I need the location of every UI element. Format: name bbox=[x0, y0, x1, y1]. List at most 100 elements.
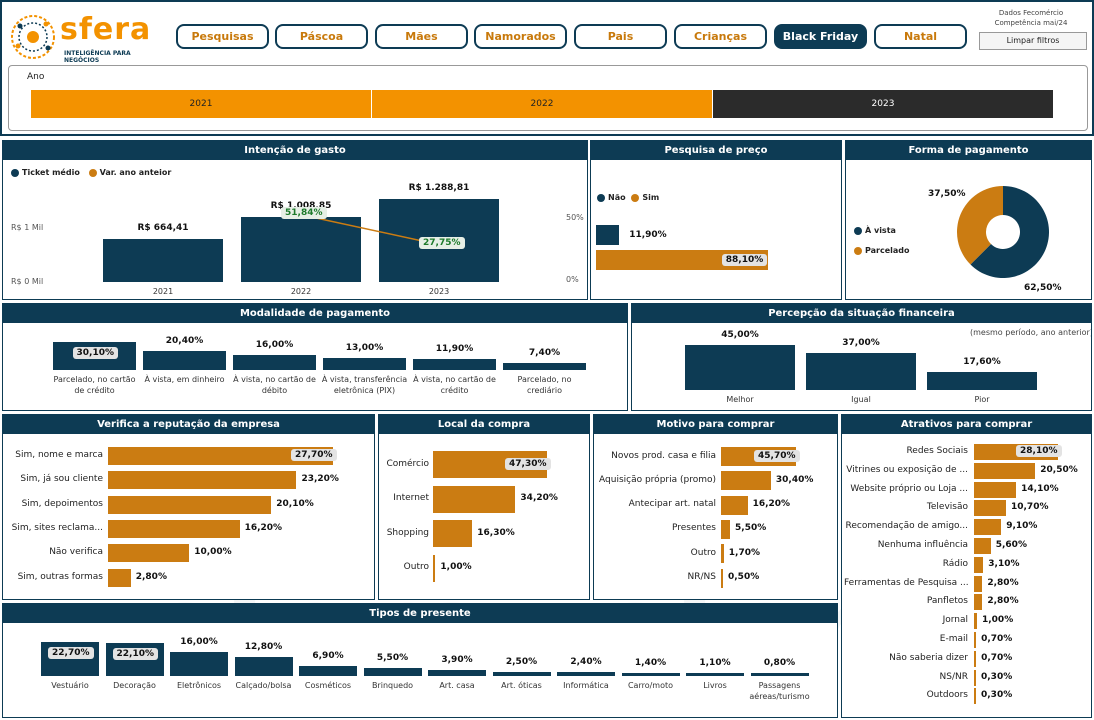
presente-value-0: 22,70% bbox=[48, 647, 94, 659]
atrativos-bar-2 bbox=[974, 481, 1017, 498]
nav-button-pais[interactable]: Pais bbox=[574, 24, 667, 49]
modalidade-bar-5 bbox=[503, 363, 586, 370]
atrativos-bar-12 bbox=[974, 669, 976, 686]
panel-intencao-gasto: Intenção de gasto Ticket médio Var. ano … bbox=[2, 140, 588, 300]
motivo-value-0: 45,70% bbox=[754, 449, 800, 462]
reputacao-bar-1 bbox=[108, 471, 297, 490]
motivo-value-4: 1,70% bbox=[728, 547, 761, 558]
reputacao-category-5: Sim, outras formas bbox=[17, 571, 103, 582]
source-line-2: Competência mai/24 bbox=[994, 19, 1068, 27]
presente-bar-2 bbox=[170, 652, 228, 676]
motivo-category-4: Outro bbox=[690, 547, 716, 558]
clear-filters-button[interactable]: Limpar filtros bbox=[979, 32, 1087, 50]
presente-category-10: Livros bbox=[703, 681, 727, 690]
reputacao-value-1: 23,20% bbox=[301, 474, 339, 485]
legend-nao: Não bbox=[608, 193, 626, 202]
nav-button-namorados[interactable]: Namorados bbox=[474, 24, 567, 49]
presente-value-9: 1,40% bbox=[634, 658, 667, 668]
modalidade-category-5: Parcelado, no crediário bbox=[517, 375, 572, 395]
presente-value-11: 0,80% bbox=[763, 658, 796, 668]
year-option-2023[interactable]: 2023 bbox=[713, 90, 1053, 118]
globe-icon bbox=[11, 15, 55, 59]
legend-ticket: Ticket médio bbox=[22, 168, 80, 177]
legend-sim: Sim bbox=[642, 193, 660, 202]
presente-category-7: Art. óticas bbox=[501, 681, 542, 690]
presente-value-7: 2,50% bbox=[505, 657, 538, 668]
preco-bar-0 bbox=[596, 225, 620, 245]
motivo-bar-2 bbox=[721, 495, 748, 515]
source-line-1: Dados Fecomércio bbox=[998, 9, 1064, 17]
y2-label-0: 0% bbox=[566, 275, 579, 284]
ticket-bar-2022 bbox=[241, 217, 361, 282]
presente-category-0: Vestuário bbox=[51, 681, 89, 690]
atrativos-value-11: 0,70% bbox=[981, 652, 1013, 663]
nav-button-m-es[interactable]: Mães bbox=[375, 24, 468, 49]
atrativos-value-13: 0,30% bbox=[981, 690, 1013, 701]
donut-chart bbox=[957, 186, 1049, 278]
motivo-bar-1 bbox=[721, 471, 771, 491]
legend: Ticket médio Var. ano anteior bbox=[11, 168, 171, 177]
ticket-label-2022: R$ 1.008,85 bbox=[270, 201, 332, 212]
reputacao-category-4: Não verifica bbox=[49, 547, 103, 558]
local-category-2: Shopping bbox=[386, 527, 429, 538]
legend-dot-sim bbox=[631, 193, 640, 202]
modalidade-category-3: À vista, transferência eletrônica (PIX) bbox=[321, 375, 408, 395]
panel-title: Percepção da situação financeira bbox=[632, 304, 1091, 323]
modalidade-bar-3 bbox=[323, 357, 406, 370]
atrativos-bar-5 bbox=[974, 538, 991, 554]
panel-title: Modalidade de pagamento bbox=[3, 304, 627, 323]
legend: Não Sim bbox=[597, 193, 659, 202]
atrativos-category-9: Jornal bbox=[942, 615, 968, 626]
presente-category-3: Calçado/bolsa bbox=[235, 681, 292, 690]
panel-title: Atrativos para comprar bbox=[842, 415, 1091, 434]
atrativos-value-0: 28,10% bbox=[1016, 445, 1062, 457]
motivo-value-3: 5,50% bbox=[735, 523, 767, 534]
presente-category-11: Passagens aéreas/turismo bbox=[749, 681, 810, 701]
atrativos-value-7: 2,80% bbox=[987, 577, 1019, 588]
year-option-2022[interactable]: 2022 bbox=[372, 90, 712, 118]
atrativos-category-3: Televisão bbox=[926, 502, 968, 513]
reputacao-value-5: 2,80% bbox=[135, 571, 167, 582]
atrativos-value-12: 0,30% bbox=[981, 671, 1013, 682]
modalidade-value-0: 30,10% bbox=[72, 347, 118, 359]
atrativos-value-2: 14,10% bbox=[1021, 483, 1059, 494]
presente-category-4: Cosméticos bbox=[304, 681, 352, 690]
panel-forma-pagamento: Forma de pagamento À vista Parcelado 37,… bbox=[845, 140, 1092, 300]
variation-label-2022: 51,84% bbox=[281, 206, 327, 219]
percepcao-value-2: 17,60% bbox=[963, 357, 1001, 368]
modalidade-value-3: 13,00% bbox=[345, 342, 384, 353]
reputacao-category-0: Sim, nome e marca bbox=[15, 450, 103, 460]
year-slicer: Ano 2021 2022 2023 bbox=[8, 65, 1088, 131]
atrativos-category-6: Rádio bbox=[942, 558, 968, 569]
variation-line bbox=[299, 212, 441, 247]
percepcao-bar-2 bbox=[927, 372, 1037, 390]
local-category-3: Outro bbox=[403, 562, 429, 572]
modalidade-category-2: À vista, no cartão de débito bbox=[233, 375, 316, 395]
nav-button-p-scoa[interactable]: Páscoa bbox=[275, 24, 368, 49]
local-bar-3 bbox=[433, 554, 436, 582]
atrativos-bar-8 bbox=[974, 594, 983, 611]
reputacao-category-2: Sim, depoimentos bbox=[21, 498, 103, 509]
nav-button-pesquisas[interactable]: Pesquisas bbox=[176, 24, 269, 49]
y2-label-50: 50% bbox=[566, 213, 584, 222]
nav-button-crian-as[interactable]: Crianças bbox=[674, 24, 767, 49]
panel-title: Motivo para comprar bbox=[594, 415, 837, 434]
motivo-value-2: 16,20% bbox=[752, 499, 791, 510]
panel-motivo: Motivo para comprar Novos prod. casa e f… bbox=[593, 414, 838, 600]
reputacao-value-2: 20,10% bbox=[276, 498, 314, 509]
ticket-label-2021: R$ 664,41 bbox=[137, 223, 189, 234]
legend-dot-parcelado bbox=[854, 246, 862, 255]
nav-button-black-friday[interactable]: Black Friday bbox=[774, 24, 867, 49]
source-note: Dados Fecomércio Competência mai/24 bbox=[982, 8, 1080, 28]
presente-value-1: 22,10% bbox=[112, 647, 158, 660]
atrativos-bar-13 bbox=[974, 688, 976, 705]
percepcao-bar-0 bbox=[685, 345, 795, 390]
presente-value-5: 5,50% bbox=[376, 652, 409, 663]
year-option-2021[interactable]: 2021 bbox=[31, 90, 371, 118]
atrativos-category-7: Ferramentas de Pesquisa ... bbox=[844, 577, 969, 588]
presente-category-5: Brinquedo bbox=[371, 681, 414, 690]
reputacao-value-0: 27,70% bbox=[291, 449, 337, 461]
nav-button-natal[interactable]: Natal bbox=[874, 24, 967, 49]
preco-label-1: 88,10% bbox=[721, 254, 768, 266]
atrativos-category-4: Recomendação de amigo... bbox=[845, 521, 968, 532]
